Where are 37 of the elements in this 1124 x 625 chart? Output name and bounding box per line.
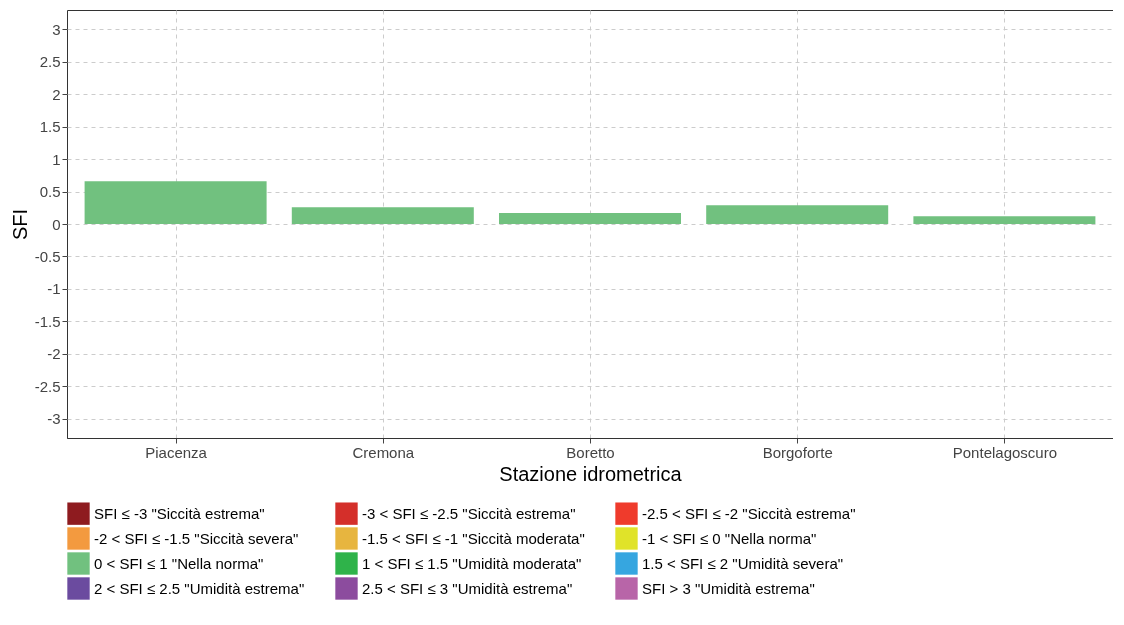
bar <box>706 205 889 224</box>
y-tick-label: -2 <box>47 345 61 363</box>
y-axis-title: SFI <box>8 208 31 241</box>
legend-label: 1.5 < SFI ≤ 2 "Umidità severa" <box>642 554 844 572</box>
x-tick-label: Piacenza <box>145 443 208 461</box>
y-tick-label: 2.5 <box>39 53 61 71</box>
x-tick-label: Boretto <box>566 443 615 461</box>
bar <box>499 212 681 224</box>
legend-label: -2.5 < SFI ≤ -2 "Siccità estrema" <box>642 504 856 522</box>
legend-label: 1 < SFI ≤ 1.5 "Umidità moderata" <box>362 554 582 572</box>
legend-label: 0 < SFI ≤ 1 "Nella norma" <box>94 554 264 572</box>
legend-label: 2 < SFI ≤ 2.5 "Umidità estrema" <box>94 579 305 597</box>
y-tick-label: -0.5 <box>34 247 61 265</box>
y-tick-label: -3 <box>47 410 61 428</box>
y-tick-label: 3 <box>52 20 61 38</box>
bar <box>913 216 1096 224</box>
y-tick-label: 0.5 <box>39 183 61 201</box>
x-tick-label: Borgoforte <box>762 443 833 461</box>
x-tick-label: Pontelagoscuro <box>952 443 1058 461</box>
y-tick-label: -1 <box>47 280 61 298</box>
y-tick-label: 1 <box>52 150 61 168</box>
y-tick-label: -2.5 <box>34 377 61 395</box>
x-axis-title: Stazione idrometrica <box>499 462 683 485</box>
legend-label: -2 < SFI ≤ -1.5 "Siccità severa" <box>94 529 299 547</box>
legend-label: -3 < SFI ≤ -2.5 "Siccità estrema" <box>362 504 576 522</box>
legend-label: SFI > 3 "Umidità estrema" <box>642 579 815 597</box>
y-tick-label: 2 <box>52 85 61 103</box>
bar <box>84 181 267 224</box>
legend-label: SFI ≤ -3 "Siccità estrema" <box>94 504 265 522</box>
x-tick-label: Cremona <box>352 443 415 461</box>
legend-label: -1 < SFI ≤ 0 "Nella norma" <box>642 529 817 547</box>
y-tick-label: 1.5 <box>39 118 61 136</box>
legend-label: -1.5 < SFI ≤ -1 "Siccità moderata" <box>362 529 585 547</box>
bar <box>291 207 474 224</box>
legend-label: 2.5 < SFI ≤ 3 "Umidità estrema" <box>362 579 573 597</box>
y-tick-label: 0 <box>52 215 61 233</box>
y-tick-label: -1.5 <box>34 312 61 330</box>
